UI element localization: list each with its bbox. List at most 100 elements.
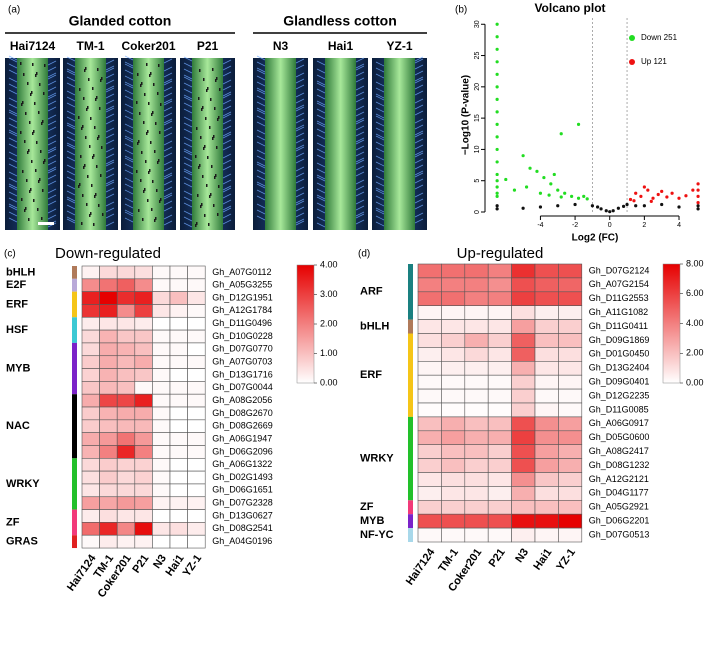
trichome — [222, 159, 232, 165]
point — [495, 194, 499, 198]
trichome — [256, 195, 266, 201]
gland — [216, 77, 218, 80]
trichome — [222, 205, 232, 211]
heat-cell — [187, 329, 206, 344]
trichome — [8, 131, 18, 137]
gland — [213, 135, 215, 138]
trichome — [316, 208, 326, 214]
heat-cell — [511, 527, 536, 543]
trichome — [355, 137, 365, 143]
point — [651, 196, 655, 200]
heat-cell — [187, 470, 206, 485]
heat-cell — [81, 522, 100, 536]
trichome — [256, 155, 266, 161]
point — [495, 191, 499, 195]
trichome — [183, 102, 193, 108]
trichome — [316, 196, 326, 202]
gland — [159, 131, 161, 134]
heat-cell — [81, 278, 100, 292]
colorbar-label: 1.00 — [320, 348, 338, 358]
gland — [97, 68, 99, 71]
heat-cell — [187, 381, 206, 395]
trichome — [105, 159, 115, 165]
gland — [153, 83, 155, 86]
heat-cell — [534, 499, 559, 515]
heat-cell — [187, 265, 206, 280]
gland — [99, 107, 101, 110]
row-label: Gh_A12G1784 — [212, 305, 272, 315]
gland — [199, 164, 201, 167]
colorbar-label: 4.00 — [320, 259, 338, 269]
stem — [75, 58, 106, 230]
point — [524, 185, 529, 189]
heat-cell — [534, 458, 559, 473]
gland — [93, 154, 95, 157]
heat-cell — [511, 486, 536, 501]
trichome — [183, 168, 193, 174]
trichome — [66, 90, 76, 96]
group-bar — [72, 317, 77, 343]
point — [521, 154, 525, 158]
trichome — [355, 91, 365, 97]
gland — [160, 103, 162, 106]
trichome — [47, 140, 57, 146]
trichome — [414, 90, 424, 96]
row-label: Gh_A07G0112 — [212, 267, 271, 277]
trichome — [316, 102, 326, 108]
point — [495, 160, 499, 164]
group-bar — [72, 394, 77, 459]
trichome — [124, 129, 134, 135]
trichome — [355, 117, 365, 123]
point — [495, 110, 499, 114]
row-label: Gh_D04G1177 — [589, 488, 649, 498]
heat-cell — [152, 304, 171, 318]
trichome — [105, 187, 115, 193]
trichome — [222, 213, 232, 219]
gland — [40, 150, 42, 153]
trichome — [222, 79, 232, 85]
heat-cell — [81, 393, 100, 408]
trichome — [414, 104, 424, 110]
heat-cell — [81, 355, 100, 369]
heat-cell — [152, 419, 171, 433]
trichome — [355, 219, 365, 225]
y-tick-label: 10 — [474, 145, 481, 153]
gland — [207, 87, 209, 90]
trichome — [414, 76, 424, 82]
gland — [200, 205, 202, 208]
heat-cell — [187, 342, 206, 357]
trichome — [183, 76, 193, 82]
trichome — [66, 190, 76, 196]
heat-cell — [81, 457, 100, 472]
gland — [219, 88, 221, 91]
gland — [210, 98, 212, 101]
trichome — [414, 118, 424, 124]
heat-cell — [511, 319, 536, 334]
stem — [265, 58, 296, 230]
heat-cell — [134, 406, 153, 421]
trichome — [183, 216, 193, 222]
trichome — [414, 144, 424, 150]
trichome — [124, 203, 134, 209]
gland — [215, 174, 217, 177]
heat-cell — [187, 445, 206, 459]
trichome — [8, 203, 18, 209]
point — [576, 196, 581, 200]
sample-label: Hai1 — [328, 39, 354, 53]
gland — [150, 141, 152, 144]
point — [677, 205, 681, 209]
trichome — [295, 198, 305, 204]
gland — [212, 68, 214, 71]
gland — [204, 145, 206, 148]
heat-cell — [81, 304, 100, 318]
heat-cell — [169, 470, 188, 485]
heat-cell — [441, 319, 466, 334]
heat-cell — [441, 374, 466, 390]
trichome — [414, 70, 424, 76]
trichome — [316, 154, 326, 160]
column-label: Hai7124 — [404, 546, 438, 588]
point — [495, 179, 499, 183]
row-label: Gh_D07G0513 — [589, 529, 650, 539]
trichome — [66, 96, 76, 102]
trichome — [47, 94, 57, 100]
